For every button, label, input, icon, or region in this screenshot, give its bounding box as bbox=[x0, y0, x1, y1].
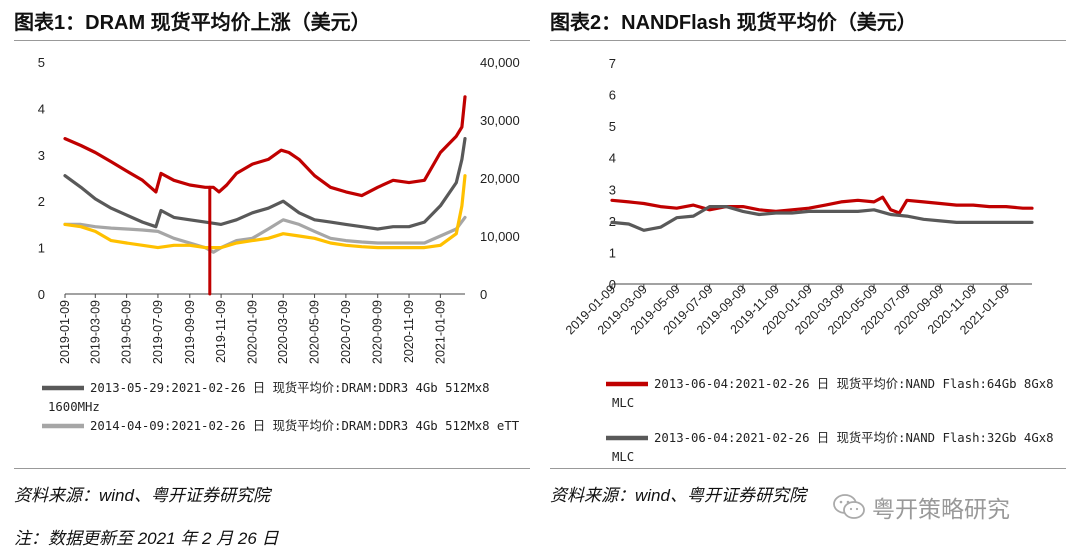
dram-y-tick-label: 3 bbox=[38, 148, 45, 163]
right-bottom-rule bbox=[550, 468, 1066, 469]
dram-y2-tick-label: 0 bbox=[480, 287, 487, 302]
dram-x-tick-label: 2020-07-09 bbox=[339, 300, 353, 364]
dram-x-tick-label: 2020-11-09 bbox=[402, 300, 416, 363]
dram-legend-entry-0: 2013-05-29:2021-02-26 日 现货平均价:DRAM:DDR3 … bbox=[48, 380, 490, 414]
nand-y-tick-label: 3 bbox=[609, 182, 616, 197]
wechat-icon bbox=[833, 494, 865, 519]
dram-price-chart: 0 1 2 3 4 5 0 10,000 20,000 30,000 40,000 2019-01-0… bbox=[38, 55, 520, 433]
nand-y-tick-label: 1 bbox=[609, 245, 616, 260]
nand-legend-entry-1: 2013-06-04:2021-02-26 日 现货平均价:NAND Flash… bbox=[612, 430, 1054, 464]
data-update-note: 注：数据更新至 2021 年 2 月 26 日 bbox=[14, 529, 279, 548]
watermark-text: 粤开策略研究 bbox=[872, 497, 1010, 523]
dram-y-tick-label: 1 bbox=[38, 241, 45, 256]
nand-y-tick-label: 5 bbox=[609, 119, 616, 134]
nand-series-line-1 bbox=[610, 205, 1034, 232]
dram-y2-tick-label: 10,000 bbox=[480, 229, 520, 244]
left-top-rule bbox=[14, 40, 530, 41]
nand-y-tick-label: 6 bbox=[609, 88, 616, 103]
dram-y-tick-label: 5 bbox=[38, 55, 45, 70]
right-chart-title: 图表2：NANDFlash 现货平均价（美元） bbox=[550, 12, 917, 34]
dram-y-tick-label: 0 bbox=[38, 287, 45, 302]
dram-x-tick-label: 2019-07-09 bbox=[151, 300, 165, 364]
nand-y-tick-label: 7 bbox=[609, 56, 616, 71]
dram-x-tick-label: 2019-01-09 bbox=[58, 300, 72, 364]
dram-x-tick-label: 2020-09-09 bbox=[371, 300, 385, 364]
nand-legend-entry-0: 2013-06-04:2021-02-26 日 现货平均价:NAND Flash… bbox=[612, 376, 1054, 410]
dram-series-line-0 bbox=[63, 95, 467, 198]
dram-x-tick-label: 2020-01-09 bbox=[245, 300, 259, 364]
nand-series-line-0 bbox=[610, 195, 1034, 215]
dram-y-tick-label: 2 bbox=[38, 194, 45, 209]
nand-y-tick-label: 4 bbox=[609, 151, 616, 166]
dram-x-tick-label: 2019-11-09 bbox=[214, 300, 228, 363]
dram-x-tick-label: 2019-03-09 bbox=[88, 300, 102, 364]
dram-x-tick-label: 2020-03-09 bbox=[276, 300, 290, 364]
right-top-rule bbox=[550, 40, 1066, 41]
dram-y2-tick-label: 20,000 bbox=[480, 171, 520, 186]
dram-series-line-2 bbox=[63, 215, 467, 254]
nand-price-chart: 012345672019-01-092019-03-092019-05-0920… bbox=[563, 56, 1054, 464]
dram-series-line-3 bbox=[63, 174, 467, 250]
dram-x-tick-label: 2020-05-09 bbox=[308, 300, 322, 364]
dram-y-tick-label: 4 bbox=[38, 101, 45, 116]
right-source-note: 资料来源：wind、粤开证券研究院 bbox=[550, 486, 806, 505]
dram-legend-entry-1: 2014-04-09:2021-02-26 日 现货平均价:DRAM:DDR3 … bbox=[90, 418, 520, 433]
dram-y2-tick-label: 40,000 bbox=[480, 55, 520, 70]
left-chart-title: 图表1：DRAM 现货平均价上涨（美元） bbox=[14, 12, 371, 34]
dram-x-tick-label: 2021-01-09 bbox=[433, 300, 447, 364]
dram-y2-tick-label: 30,000 bbox=[480, 113, 520, 128]
left-bottom-rule bbox=[14, 468, 530, 469]
watermark: 粤开策略研究 bbox=[832, 490, 1010, 524]
dram-series-line-1 bbox=[63, 136, 467, 231]
left-source-note: 资料来源：wind、粤开证券研究院 bbox=[14, 486, 270, 505]
dram-x-tick-label: 2019-09-09 bbox=[183, 300, 197, 364]
dram-x-tick-label: 2019-05-09 bbox=[120, 300, 134, 364]
